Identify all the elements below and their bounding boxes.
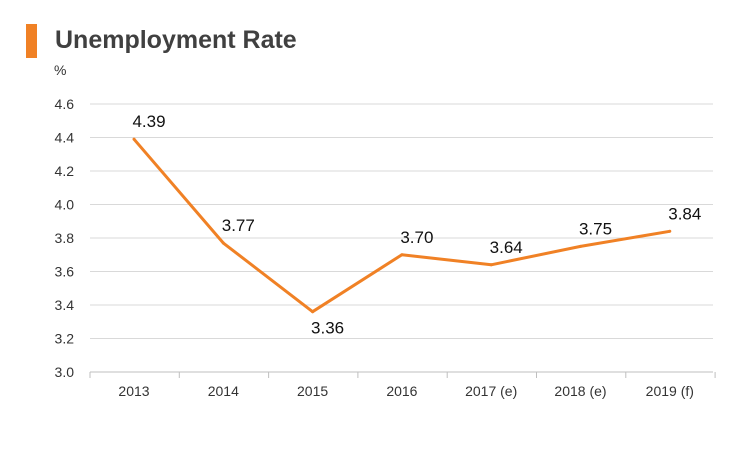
- data-label: 3.77: [222, 216, 255, 235]
- x-tick-label: 2019 (f): [646, 383, 694, 399]
- data-point: [489, 263, 493, 267]
- title-accent-bar: [26, 24, 37, 58]
- data-point: [221, 241, 225, 245]
- x-tick-label: 2018 (e): [554, 383, 606, 399]
- x-tick-label: 2013: [118, 383, 149, 399]
- y-tick-label: 4.2: [55, 163, 75, 179]
- data-label: 4.39: [132, 112, 165, 131]
- y-tick-label: 3.0: [55, 364, 75, 380]
- data-label: 3.64: [490, 238, 523, 257]
- y-tick-label: 3.4: [55, 297, 75, 313]
- data-label: 3.36: [311, 319, 344, 338]
- data-point: [579, 244, 582, 248]
- x-tick-label: 2016: [386, 383, 417, 399]
- data-point: [311, 310, 315, 314]
- data-label: 3.70: [400, 228, 433, 247]
- chart-title: Unemployment Rate: [55, 26, 297, 54]
- x-tick-label: 2014: [208, 383, 239, 399]
- x-tick-label: 2017 (e): [465, 383, 517, 399]
- data-point: [668, 229, 672, 233]
- y-tick-label: 4.6: [55, 96, 75, 112]
- y-tick-label: 3.6: [55, 264, 75, 280]
- y-tick-label: 4.4: [55, 130, 75, 146]
- y-tick-label: 3.8: [55, 230, 75, 246]
- data-point: [400, 253, 404, 257]
- y-axis-unit-label: %: [54, 62, 66, 78]
- data-point: [132, 137, 136, 141]
- x-tick-label: 2015: [297, 383, 328, 399]
- y-tick-label: 3.2: [55, 331, 75, 347]
- data-label: 3.75: [579, 219, 612, 238]
- data-label: 3.84: [668, 204, 701, 223]
- y-tick-label: 4.0: [55, 197, 75, 213]
